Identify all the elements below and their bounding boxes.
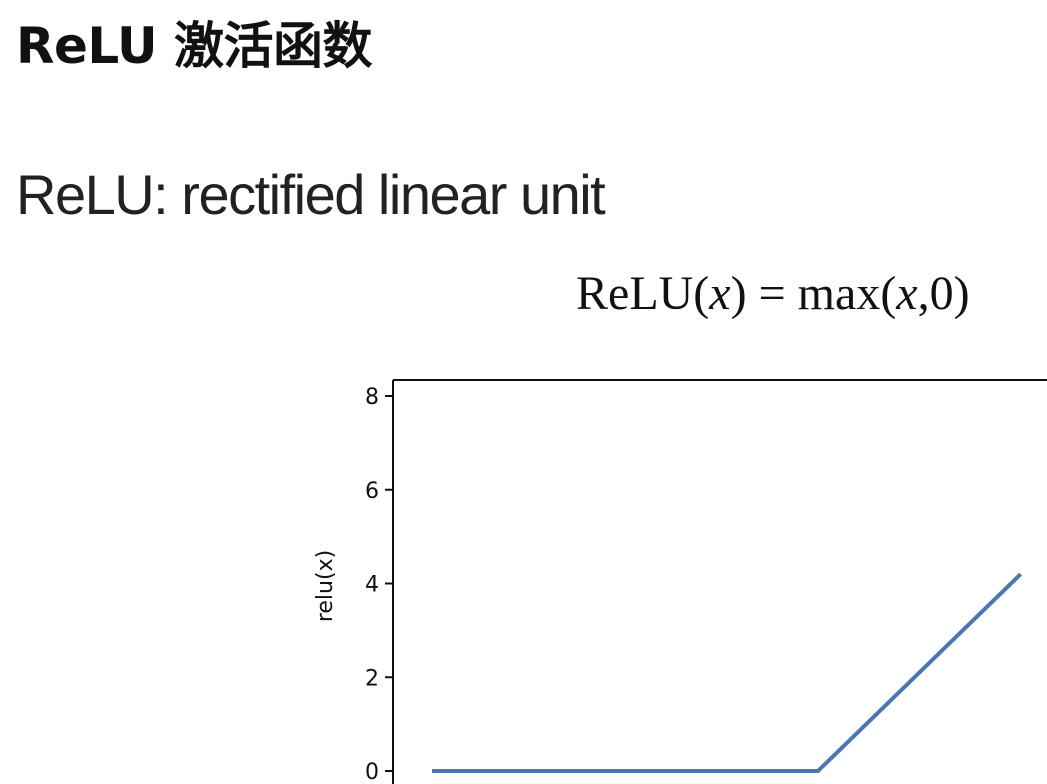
formula-lhs-close: ) bbox=[730, 267, 747, 320]
y-tick-label: 4 bbox=[365, 573, 379, 598]
formula-rhs-rest: ,0) bbox=[917, 267, 970, 320]
formula-equals: = bbox=[746, 267, 798, 320]
y-tick-label: 0 bbox=[365, 760, 379, 784]
relu-line bbox=[432, 572, 1023, 773]
y-axis-ticks: 0 2 4 6 8 bbox=[365, 385, 393, 784]
y-tick-label: 6 bbox=[365, 479, 379, 504]
formula-lhs-var: x bbox=[709, 267, 731, 320]
formula-lhs-fn: ReLU( bbox=[576, 267, 710, 320]
slide-subtitle: ReLU: rectified linear unit bbox=[16, 163, 606, 226]
formula-rhs-fn: max( bbox=[797, 267, 897, 320]
formula-rhs-var: x bbox=[896, 267, 918, 320]
y-axis-label: relu(x) bbox=[313, 550, 338, 622]
y-tick-label: 8 bbox=[365, 385, 379, 410]
relu-formula: ReLU(x) = max(x,0) bbox=[576, 266, 970, 321]
y-tick-label: 2 bbox=[365, 666, 379, 691]
slide-title: ReLU 激活函数 bbox=[16, 17, 373, 75]
plot-lines bbox=[432, 572, 1023, 773]
